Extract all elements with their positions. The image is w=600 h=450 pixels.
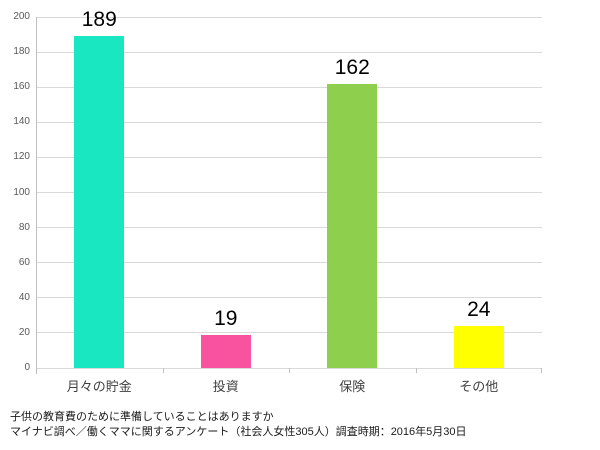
x-axis-tick xyxy=(416,368,417,373)
y-axis-tick-label: 80 xyxy=(18,221,30,233)
y-axis-tick-label: 180 xyxy=(13,46,30,58)
bar xyxy=(327,83,378,368)
gridline xyxy=(36,332,542,334)
survey-question: 子供の教育費のために準備していることはありますか xyxy=(10,411,274,423)
survey-source: マイナビ調べ／働くママに関するアンケート（社会人女性305人）調査時期：2016… xyxy=(10,426,467,438)
x-axis-category-label: 保険 xyxy=(339,379,366,394)
gridline xyxy=(36,262,542,264)
x-axis-category-label: その他 xyxy=(459,379,499,394)
y-axis-tick-label: 140 xyxy=(13,116,30,128)
bar-value-label: 24 xyxy=(467,297,491,321)
bar xyxy=(200,334,251,368)
gridline xyxy=(36,86,542,88)
bar-value-label: 162 xyxy=(334,55,370,79)
gridline xyxy=(36,121,542,123)
source-note: 子供の教育費のために準備していることはありますか マイナビ調べ／働くママに関する… xyxy=(10,410,467,440)
y-axis-tick-label: 0 xyxy=(24,362,30,373)
gridline xyxy=(36,16,542,18)
bar-value-label: 19 xyxy=(214,306,238,330)
bar xyxy=(74,36,125,368)
gridline xyxy=(36,51,542,53)
gridline xyxy=(36,297,542,299)
gridline xyxy=(36,227,542,229)
x-axis-tick xyxy=(36,368,37,373)
x-axis-category-label: 月々の貯金 xyxy=(66,379,132,394)
bar xyxy=(453,325,504,368)
x-axis-tick xyxy=(289,368,290,373)
y-axis-tick-label: 100 xyxy=(13,186,30,198)
y-axis-tick-label: 120 xyxy=(13,151,30,163)
y-axis-tick-label: 20 xyxy=(18,326,30,338)
x-axis-tick xyxy=(541,368,542,373)
gridline xyxy=(36,156,542,158)
x-axis-tick xyxy=(163,368,164,373)
x-axis-category-label: 投資 xyxy=(212,379,239,394)
y-axis-tick-label: 60 xyxy=(18,256,30,268)
bar-value-label: 189 xyxy=(81,8,117,32)
y-axis-tick-label: 160 xyxy=(13,81,30,93)
gridline xyxy=(36,192,542,193)
y-axis-line xyxy=(36,17,37,374)
y-axis-tick-label: 40 xyxy=(18,291,30,303)
y-axis-tick-label: 200 xyxy=(13,11,30,22)
plot-area: 0 20 40 60 80 100 120 140 160 180 200 189 月々の貯金 19 投資 1… xyxy=(13,8,542,394)
